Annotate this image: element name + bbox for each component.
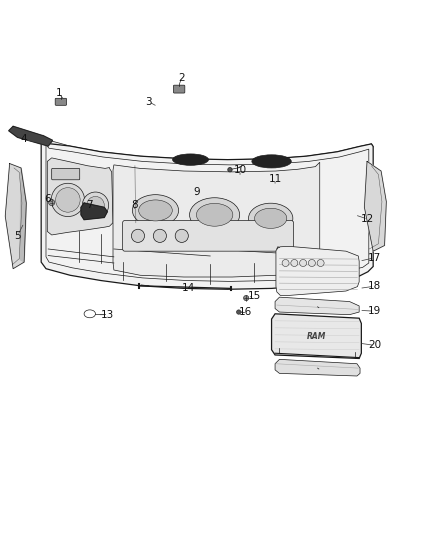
Ellipse shape xyxy=(190,198,240,232)
Polygon shape xyxy=(113,162,320,277)
Text: 17: 17 xyxy=(368,253,381,263)
Circle shape xyxy=(244,295,249,301)
Text: 13: 13 xyxy=(101,310,114,320)
Text: 7: 7 xyxy=(86,200,93,210)
Circle shape xyxy=(49,199,55,206)
FancyBboxPatch shape xyxy=(123,221,293,251)
FancyBboxPatch shape xyxy=(55,98,67,106)
Text: 1: 1 xyxy=(56,88,63,99)
Polygon shape xyxy=(47,158,113,235)
Text: 14: 14 xyxy=(182,282,195,293)
Ellipse shape xyxy=(254,208,287,229)
Polygon shape xyxy=(0,0,438,20)
Text: 12: 12 xyxy=(361,214,374,224)
Polygon shape xyxy=(41,135,373,168)
Ellipse shape xyxy=(84,310,95,318)
Polygon shape xyxy=(364,161,386,251)
FancyBboxPatch shape xyxy=(173,85,185,93)
Circle shape xyxy=(87,197,104,214)
Ellipse shape xyxy=(252,155,291,168)
Text: 9: 9 xyxy=(193,187,200,197)
Polygon shape xyxy=(20,168,26,262)
Circle shape xyxy=(291,260,298,266)
Text: 4: 4 xyxy=(21,134,28,144)
Text: 2: 2 xyxy=(178,73,185,83)
Polygon shape xyxy=(272,314,361,359)
Circle shape xyxy=(51,183,85,216)
Ellipse shape xyxy=(132,195,179,226)
Circle shape xyxy=(228,167,232,172)
Text: 19: 19 xyxy=(368,306,381,316)
Circle shape xyxy=(237,310,241,314)
Ellipse shape xyxy=(196,204,233,226)
Text: 8: 8 xyxy=(131,200,138,210)
Circle shape xyxy=(300,260,307,266)
Text: 6: 6 xyxy=(44,193,51,204)
Polygon shape xyxy=(276,246,359,295)
Ellipse shape xyxy=(248,203,293,233)
Text: 11: 11 xyxy=(268,174,282,184)
Polygon shape xyxy=(41,138,373,289)
Text: 3: 3 xyxy=(145,97,152,107)
Polygon shape xyxy=(275,297,359,314)
FancyBboxPatch shape xyxy=(52,168,80,180)
Text: 10: 10 xyxy=(233,165,247,175)
Text: 20: 20 xyxy=(368,341,381,350)
Text: RAM: RAM xyxy=(307,332,326,341)
Text: 15: 15 xyxy=(247,291,261,301)
Text: 18: 18 xyxy=(368,281,381,291)
Polygon shape xyxy=(9,126,53,146)
Circle shape xyxy=(56,188,80,212)
Text: 16: 16 xyxy=(239,308,252,318)
Circle shape xyxy=(82,192,109,219)
Ellipse shape xyxy=(139,200,172,221)
Polygon shape xyxy=(5,164,26,269)
Circle shape xyxy=(175,229,188,243)
Polygon shape xyxy=(81,203,107,220)
Polygon shape xyxy=(0,0,438,17)
Text: 5: 5 xyxy=(14,231,21,241)
Circle shape xyxy=(153,229,166,243)
Polygon shape xyxy=(275,359,360,376)
Ellipse shape xyxy=(173,154,208,165)
Circle shape xyxy=(282,260,289,266)
Circle shape xyxy=(131,229,145,243)
Circle shape xyxy=(308,260,315,266)
Circle shape xyxy=(317,260,324,266)
